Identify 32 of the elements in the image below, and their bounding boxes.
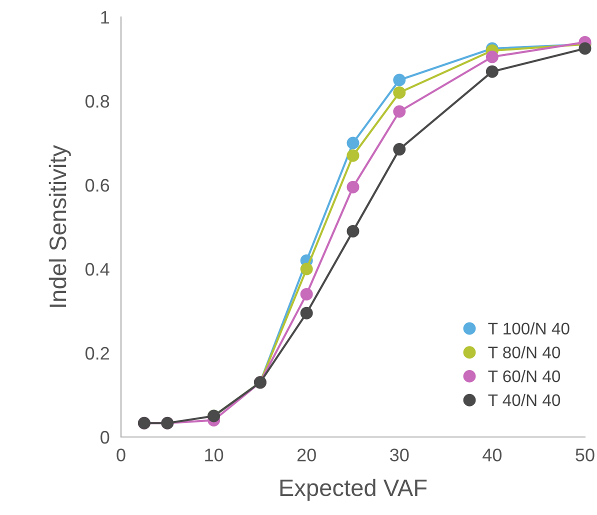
y-axis-title: Indel Sensitivity xyxy=(48,145,71,307)
point xyxy=(393,105,406,118)
legend-label: T 100/N 40 xyxy=(488,322,570,334)
x-tick-label: 10 xyxy=(205,448,224,462)
x-tick-label: 30 xyxy=(390,448,409,462)
x-tick-label: 50 xyxy=(576,448,594,462)
point xyxy=(486,50,498,64)
y-tick-label: 0.8 xyxy=(85,94,110,108)
y-tick-label: 0.6 xyxy=(85,178,110,192)
y-tick-label: 0.4 xyxy=(85,262,110,276)
legend-label: T 60/N 40 xyxy=(488,370,560,382)
point xyxy=(346,149,360,162)
x-tick-label: 0 xyxy=(116,448,126,462)
y-tick-label: 0.2 xyxy=(85,346,109,360)
x-tick-label: 40 xyxy=(482,448,502,462)
y-tick-label: 1 xyxy=(101,11,110,24)
x-axis-title: Expected VAF xyxy=(280,478,427,501)
legend-label: T 40/N 40 xyxy=(488,394,560,406)
x-tick-label: 20 xyxy=(297,448,316,462)
point xyxy=(346,180,360,194)
point xyxy=(393,74,406,86)
legend-label: T 80/N 40 xyxy=(488,346,560,358)
point xyxy=(578,42,592,55)
point xyxy=(346,136,360,150)
point xyxy=(346,224,360,238)
point xyxy=(393,86,406,99)
point xyxy=(300,306,313,320)
y-tick-label: 0 xyxy=(100,430,110,444)
point xyxy=(300,288,313,300)
point xyxy=(393,143,406,156)
point xyxy=(300,262,313,276)
point xyxy=(486,65,498,78)
